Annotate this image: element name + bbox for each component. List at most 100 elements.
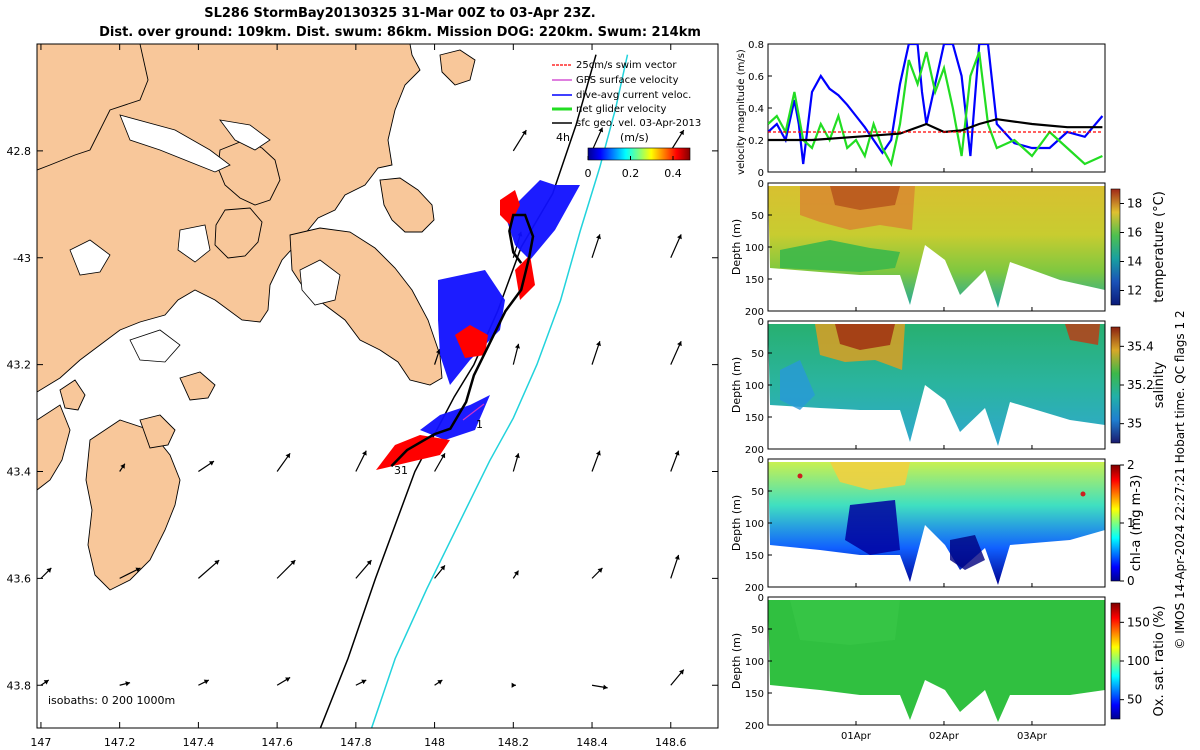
depth-ytick-label: 100 [745,519,764,530]
geo-velocity-arrowhead [120,463,125,469]
date-xtick-label: 03Apr [1017,731,1048,742]
velocity-ylabel: velocity magnitude (m/s) [736,49,747,175]
map-ytick-label: 43.6 [7,572,32,585]
geo-velocity-arrowhead [511,682,516,688]
legend-label-gps: GPS surface velocity [576,75,679,86]
map-frame [36,43,719,729]
depth-ytick-label: 0 [758,593,764,604]
depth-ytick-label: 50 [751,625,764,636]
colorbar-tick-label: 12 [1127,284,1142,298]
figure-title-line1: SL286 StormBay20130325 31-Mar 00Z to 03-… [204,6,596,21]
chla-colorbar [1110,464,1121,582]
colorbar-tick-label: 14 [1127,255,1142,269]
colorbar-tick-label: 2 [1127,458,1135,472]
depth-ytick-label: 200 [745,445,764,456]
legend-label-net: net glider velocity [576,104,666,115]
geo-velocity-arrowhead [595,450,601,456]
geo-velocity-arrowhead [435,349,441,354]
chla-heatmap [768,459,1105,587]
map-xtick-label: 148 [424,736,445,749]
map-ytick-label: 42.8 [7,145,32,158]
geo-velocity-arrowhead [125,681,131,687]
depth-ytick-label: 0 [758,455,764,466]
colorbar-tick-label: 16 [1127,226,1142,240]
depth-ytick-label: 200 [745,721,764,732]
depth-ytick-label: 100 [745,243,764,254]
depth-ytick-label: 50 [751,211,764,222]
geo-velocity-arrowhead [366,560,372,566]
map-xtick-label: 148.4 [576,736,608,749]
map-ytick-label: -43 [13,252,31,265]
temperature-heatmap [768,183,1105,311]
salinity-colorbar-label: salinity [1152,361,1167,408]
velocity-ytick-label: 0.8 [748,40,764,51]
velocity-panel: 0 0.2 0.4 0.6 0.8 velocity magnitude (m/s) [736,40,1106,179]
depth-ytick-label: 200 [745,583,764,594]
geo-velocity-arrowhead [46,567,52,573]
temperature-colorbar [1110,188,1121,306]
speed-colorbar-tick-label: 0.4 [664,167,682,180]
geo-velocity-arrowhead [596,341,601,347]
map-xtick-label: 148.6 [655,736,687,749]
isobaths-label: isobaths: 0 200 1000m [48,694,175,707]
depth-ytick-label: 100 [745,657,764,668]
depth-ytick-label: 150 [745,551,764,562]
geo-velocity-arrowhead [674,554,680,560]
chla-panel: Depth (m) chl-a (mg m-3) 0 50 100 150 200 0 1 2 [730,455,1144,594]
colorbar-tick-label: 35 [1127,417,1142,431]
geo-velocity-arrowhead [440,453,446,459]
geo-velocity-arrowhead [285,453,291,459]
geo-velocity-arrowhead [290,560,296,566]
oxygen-depth-ylabel: Depth (m) [730,633,743,689]
geo-velocity-arrowhead [513,570,519,576]
temperature-depth-ylabel: Depth (m) [730,219,743,275]
velocity-ytick-label: 0.4 [748,104,764,115]
map-xtick-label: 147.8 [340,736,372,749]
speed-colorbar [587,147,691,161]
geo-velocity-arrowhead [677,234,682,240]
chla-depth-ylabel: Depth (m) [730,495,743,551]
gps-velocity-arrow [462,403,485,421]
colorbar-tick-label: 50 [1127,693,1142,707]
geo-velocity-arrowhead [214,560,220,565]
geo-velocity-arrowhead [514,343,520,349]
colorbar-tick-label: 1 [1127,516,1135,530]
glider-track-line [390,213,535,468]
oxygen-colorbar-label: Ox. sat. ratio (%) [1152,606,1167,717]
geo-velocity-arrowhead [596,234,601,240]
map-axis-ticks: 147 147.2 147.4 147.6 147.8 148 148.2 148.4 148.… [7,44,718,749]
map-ytick-label: 43.2 [7,359,32,372]
salinity-colorbar [1110,326,1121,444]
geo-velocity-arrowhead [679,669,684,675]
colorbar-tick-label: 150 [1127,615,1150,629]
temperature-colorbar-label: temperature (°C) [1152,191,1167,303]
geo-velocity-vector [197,559,220,579]
date-xtick-label: 01Apr [841,731,872,742]
geo-velocity-vector [276,559,296,579]
geo-velocity-arrowhead [440,565,445,571]
oxygen-panel: Depth (m) Ox. sat. ratio (%) 0 50 100 150 20… [730,593,1167,742]
geo-velocity-arrowhead [602,684,608,690]
depth-ytick-label: 150 [745,413,764,424]
geo-velocity-arrowhead [677,341,682,347]
depth-ytick-label: 0 [758,179,764,190]
velocity-ytick-label: 0 [758,168,764,179]
oxygen-heatmap [768,597,1105,725]
footer-imos-stamp: © IMOS 14-Apr-2024 22:27:21 Hobart time.… [1173,310,1187,649]
inlets [69,114,341,363]
geo-velocity-arrowhead [514,453,520,459]
oxygen-colorbar [1110,602,1121,720]
map-ytick-label: 43.8 [7,679,32,692]
legend-label-swim: 25cm/s swim vector [576,60,677,71]
legend-label-sfc-geo: sfc geo. vel. 03-Apr-2013 [576,118,701,129]
geo-velocity-arrowhead [208,461,214,466]
legend-label-dive-avg: dive-avg current veloc. [576,90,691,101]
depth-ytick-label: 150 [745,275,764,286]
map-xtick-label: 148.2 [498,736,530,749]
map-legend: 25cm/s swim vector GPS surface velocity … [552,60,701,180]
salinity-depth-ylabel: Depth (m) [730,357,743,413]
colorbar-tick-label: 18 [1127,197,1142,211]
geo-velocity-arrowhead [521,130,527,136]
track-start-label: 31 [394,464,408,477]
